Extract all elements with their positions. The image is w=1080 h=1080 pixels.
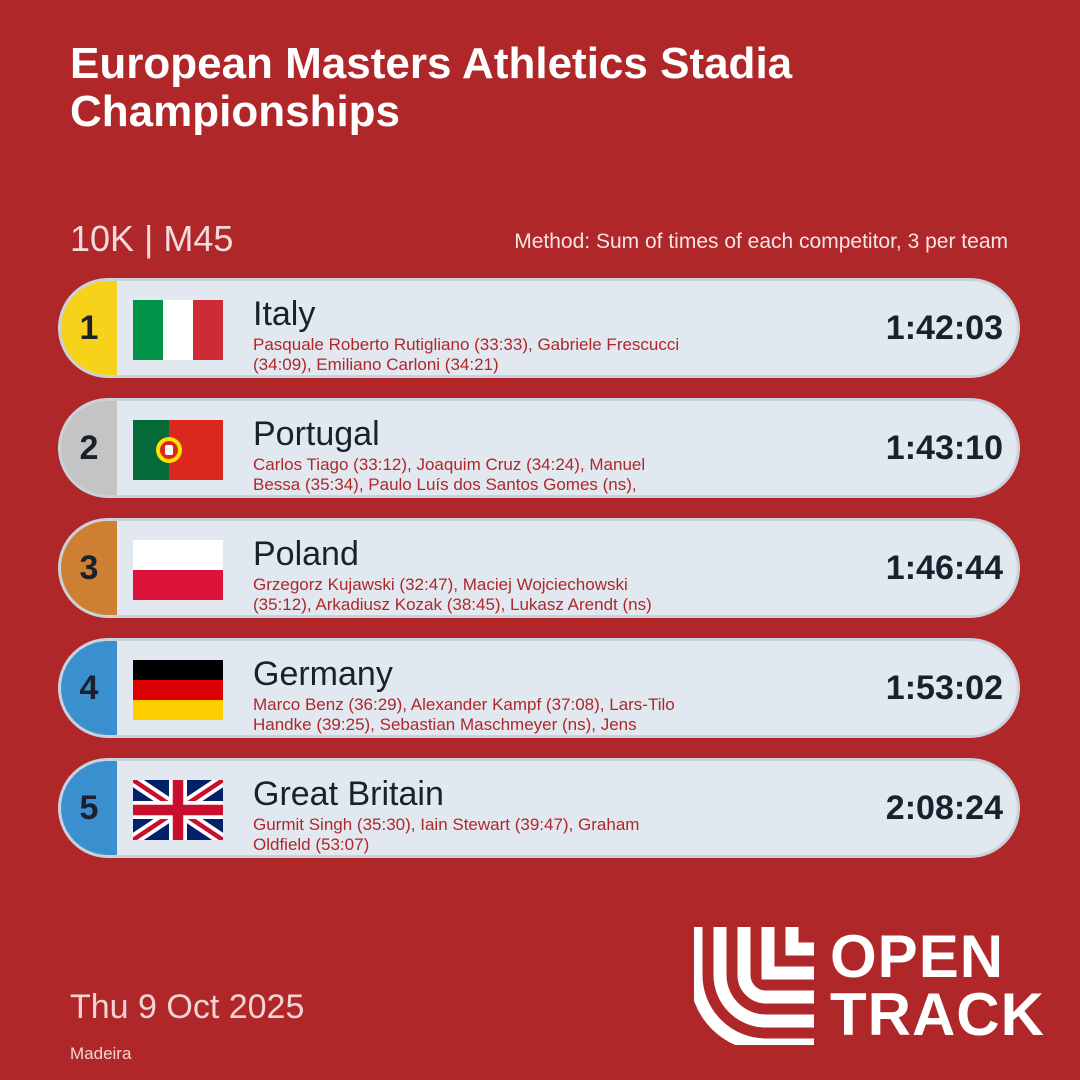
- result-row: 4 Germany Marco Benz (36:29), Alexander …: [58, 638, 1020, 738]
- result-row: 2 Portugal Carlos Tiago (33:12), Joaquim…: [58, 398, 1020, 498]
- event-label: 10K | M45: [70, 218, 234, 259]
- germany-flag-icon: [133, 660, 223, 720]
- team-name: Portugal: [253, 415, 380, 453]
- rank-badge: 2: [61, 401, 117, 495]
- poland-flag-icon: [133, 540, 223, 600]
- logo-word-open: OPEN: [830, 923, 1005, 990]
- team-time: 1:53:02: [885, 668, 1003, 707]
- result-row: 5 Great Britain Gurmit Singh (35:30), Ia…: [58, 758, 1020, 858]
- rank-badge: 1: [61, 281, 117, 375]
- portugal-flag-icon: [133, 420, 223, 480]
- opentrack-logo: OPEN TRACK: [694, 925, 1044, 1045]
- team-time: 1:46:44: [885, 548, 1003, 587]
- event-location: Madeira: [70, 1044, 132, 1063]
- rank-badge: 3: [61, 521, 117, 615]
- method-note: Method: Sum of times of each competitor,…: [514, 230, 1008, 253]
- team-name: Italy: [253, 295, 316, 333]
- page-title: European Masters Athletics Stadia Champi…: [70, 39, 793, 136]
- uk-flag-icon: [133, 780, 223, 840]
- result-row: 3 Poland Grzegorz Kujawski (32:47), Maci…: [58, 518, 1020, 618]
- athlete-list: Marco Benz (36:29), Alexander Kampf (37:…: [253, 695, 675, 734]
- athlete-list: Grzegorz Kujawski (32:47), Maciej Wojcie…: [253, 575, 652, 614]
- team-name: Germany: [253, 655, 393, 693]
- result-row: 1 Italy Pasquale Roberto Rutigliano (33:…: [58, 278, 1020, 378]
- rank-badge: 4: [61, 641, 117, 735]
- team-time: 2:08:24: [885, 788, 1003, 827]
- team-time: 1:42:03: [885, 308, 1003, 347]
- athlete-list: Gurmit Singh (35:30), Iain Stewart (39:4…: [253, 815, 640, 854]
- athlete-list: Carlos Tiago (33:12), Joaquim Cruz (34:2…: [253, 455, 646, 494]
- italy-flag-icon: [133, 300, 223, 360]
- athlete-list: Pasquale Roberto Rutigliano (33:33), Gab…: [253, 335, 680, 374]
- event-date: Thu 9 Oct 2025: [70, 988, 305, 1026]
- team-name: Poland: [253, 535, 359, 573]
- team-time: 1:43:10: [885, 428, 1003, 467]
- results-list: 1 Italy Pasquale Roberto Rutigliano (33:…: [58, 278, 1020, 878]
- rank-badge: 5: [61, 761, 117, 855]
- team-name: Great Britain: [253, 775, 444, 813]
- opentrack-track-icon: [694, 927, 814, 1045]
- logo-word-track: TRACK: [830, 981, 1045, 1048]
